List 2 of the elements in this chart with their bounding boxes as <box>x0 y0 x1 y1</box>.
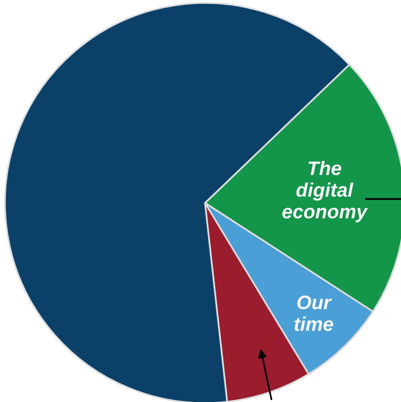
slice-label: The digital economy <box>282 160 368 222</box>
slice-label: Our time <box>294 296 334 331</box>
